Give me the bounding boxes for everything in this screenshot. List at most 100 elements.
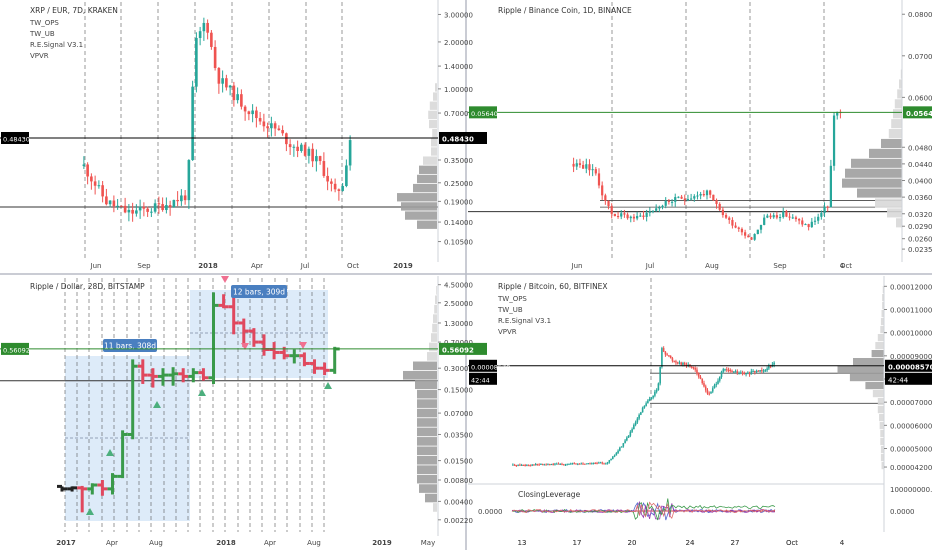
volume-profile-bar (427, 352, 437, 361)
volume-profile-bar (415, 380, 437, 390)
candle-body (536, 464, 539, 466)
candle-body (671, 358, 674, 361)
candle-body (741, 372, 744, 374)
candle-body (692, 367, 695, 369)
time-tick-label: Oct (786, 539, 798, 547)
chart-pane-xrp-eur[interactable]: XRP / EUR, 7D, KRAKEN TW_OPS TW_UB R.E.Sign… (0, 0, 487, 270)
indicator-tick-label: 0.0000 (890, 508, 915, 516)
indicator-label-r-e-signal-v3-1: R.E.Signal V3.1 (498, 317, 551, 325)
candle-body (701, 378, 704, 384)
candle-body (715, 383, 718, 386)
candle-body (740, 228, 744, 233)
candle-body (105, 196, 108, 205)
candle-body (718, 376, 721, 381)
candle-body (720, 371, 723, 377)
candle-body (108, 200, 112, 205)
candle-body (743, 373, 746, 375)
time-tick-label: 24 (686, 539, 695, 547)
volume-profile-bar (397, 193, 437, 202)
candle-body (512, 464, 514, 466)
candle-body (641, 407, 644, 413)
candle-body (836, 111, 839, 116)
candle-body (669, 355, 672, 359)
candle-body (638, 414, 640, 419)
candle-body (675, 361, 677, 363)
candle-body (773, 362, 775, 365)
candle-body (759, 370, 761, 372)
volume-profile-bar (417, 174, 437, 184)
candle-body (747, 235, 750, 238)
price-tick-label: 0.35000 (444, 157, 473, 165)
candle-body (519, 464, 521, 466)
candle-body (526, 465, 528, 467)
buy-signal-icon (324, 382, 332, 389)
candle-body (731, 370, 733, 372)
candle-body (647, 400, 649, 404)
candle-body (731, 219, 734, 226)
volume-profile-bar (899, 79, 902, 89)
candle-body (785, 211, 788, 217)
candle-body (725, 369, 728, 371)
volume-profile-bar (880, 438, 884, 446)
chart-pane-xrp-btc[interactable]: Ripple / Bitcoin, 60, BITFINEX TW_OPS TW_U… (468, 276, 932, 547)
sell-signal-icon (241, 343, 249, 350)
time-tick-label: 4 (840, 262, 845, 270)
candle-body (699, 376, 702, 379)
volume-profile-bar (853, 358, 884, 366)
candle-body (585, 164, 588, 169)
candle-body (627, 435, 630, 438)
price-tick-label: 0.19000 (444, 198, 473, 206)
candle-body (801, 220, 804, 225)
volume-profile-bar (880, 326, 884, 334)
candle-body (657, 383, 660, 391)
candle-body (255, 110, 258, 119)
candle-body (736, 371, 739, 374)
candle-body (217, 68, 221, 84)
candle-body (580, 463, 583, 465)
candle-body (750, 237, 753, 240)
candle-body (631, 429, 633, 432)
volume-profile-bar (857, 188, 902, 198)
bars-annotation-text: 12 bars, 309d (233, 288, 285, 297)
volume-profile-bar (877, 406, 884, 414)
candle-body (615, 453, 618, 456)
candle-body (616, 216, 620, 218)
candle-body (592, 462, 595, 464)
volume-profile-bar (879, 414, 884, 422)
candle-body (183, 195, 187, 201)
bars-annotation-badge (231, 285, 287, 298)
volume-profile-bar (417, 220, 437, 229)
last-price-value: 0.00008570 (888, 363, 932, 371)
candle-body (642, 215, 645, 217)
candle-body (524, 464, 526, 466)
price-tick-label: 0.00011000 (890, 306, 932, 314)
candle-body (750, 371, 753, 375)
time-tick-label: Jun (90, 262, 102, 270)
candle-body (97, 185, 101, 187)
volume-profile-bar (417, 399, 437, 408)
candle-body (745, 373, 747, 375)
price-tick-label: 0.00220 (444, 517, 473, 525)
candle-body (674, 197, 677, 202)
last-price-badge (903, 106, 932, 119)
price-tick-label: 0.07000 (444, 410, 473, 418)
chart-title: XRP / EUR, 7D, KRAKEN (30, 6, 118, 15)
left-countdown-badge (469, 372, 497, 385)
chart-pane-xrp-usd[interactable]: 11 bars, 308d 12 bars, 309d Ripple / Dolla… (0, 276, 487, 547)
candle-body (650, 397, 653, 399)
chart-pane-xrp-bnb[interactable]: Ripple / Binance Coin, 1D, BINANCE 0.0800… (468, 0, 932, 270)
volume-profile-bar (837, 366, 884, 374)
volume-profile-bar (434, 304, 437, 314)
volume-profile-bar (428, 110, 437, 120)
time-tick-label: Apr (251, 262, 263, 270)
candle-body (762, 370, 765, 372)
candle-body (659, 367, 661, 384)
candle-body (747, 372, 749, 374)
candle-body (829, 165, 832, 208)
candle-body (687, 364, 690, 366)
price-tick-label: 0.00009000 (890, 353, 932, 361)
candle-body (251, 110, 254, 115)
volume-profile-bar (429, 119, 437, 129)
time-tick-label: Apr (264, 539, 276, 547)
indicator-pane-closing-leverage[interactable]: ClosingLeverage 100000000.0000 0.0000 0.000… (468, 483, 932, 547)
